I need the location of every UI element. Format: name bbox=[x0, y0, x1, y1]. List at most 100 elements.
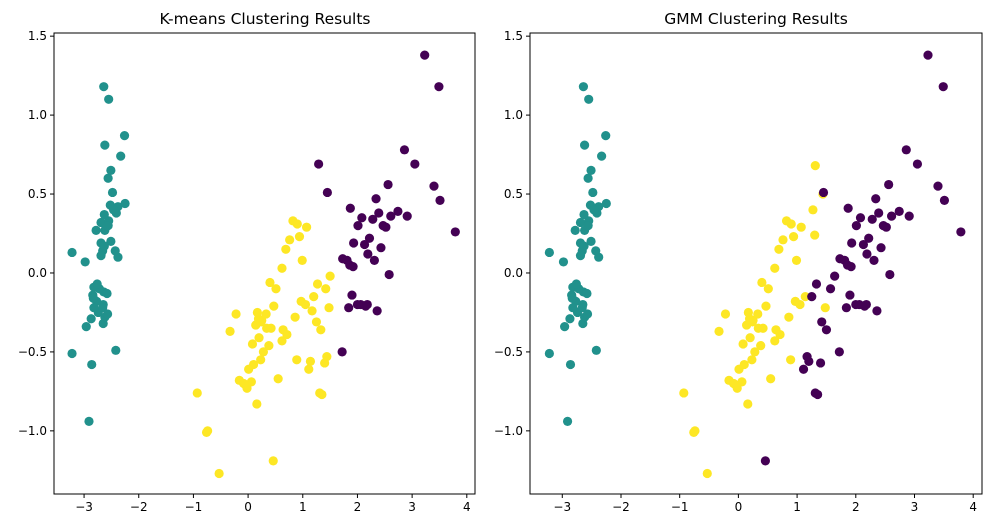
kmeans-ytick-label: 1.5 bbox=[28, 29, 47, 43]
gmm-ticks: −3 −2 −1 0 1 2 3 4 −1.0 −0.5 0.0 0.5 1.0 1.5 bbox=[494, 29, 977, 514]
kmeans-point-cluster-1 bbox=[99, 209, 109, 220]
gmm-point-cluster-0 bbox=[956, 227, 966, 237]
gmm-xtick-label: 0 bbox=[735, 500, 743, 514]
kmeans-point-cluster-0 bbox=[450, 227, 460, 237]
gmm-point-cluster-1 bbox=[579, 209, 589, 220]
gmm-panel: GMM Clustering Results −3 −2 −1 0 1 2 3 4 −1.0 −0… bbox=[494, 10, 983, 514]
gmm-point-cluster-0 bbox=[841, 303, 852, 313]
gmm-point-cluster-0 bbox=[830, 271, 840, 281]
gmm-point-cluster-2 bbox=[778, 235, 788, 245]
gmm-point-cluster-2 bbox=[784, 312, 794, 322]
kmeans-point-cluster-2 bbox=[307, 306, 317, 316]
kmeans-point-cluster-0 bbox=[429, 181, 439, 191]
kmeans-point-cluster-0 bbox=[372, 306, 382, 316]
gmm-point-cluster-2 bbox=[720, 309, 731, 319]
kmeans-point-cluster-2 bbox=[325, 271, 335, 281]
gmm-points bbox=[544, 50, 966, 479]
gmm-point-cluster-1 bbox=[565, 359, 576, 370]
kmeans-point-cluster-1 bbox=[119, 131, 130, 141]
gmm-point-cluster-0 bbox=[821, 325, 832, 335]
kmeans-point-cluster-0 bbox=[359, 239, 370, 250]
kmeans-xtick-label: 3 bbox=[408, 500, 416, 514]
gmm-ytick-label: 1.0 bbox=[504, 108, 523, 122]
kmeans-point-cluster-0 bbox=[314, 159, 324, 169]
kmeans-point-cluster-2 bbox=[225, 326, 235, 336]
gmm-point-cluster-1 bbox=[579, 140, 590, 150]
gmm-point-cluster-0 bbox=[923, 50, 933, 60]
kmeans-point-cluster-1 bbox=[96, 251, 106, 261]
kmeans-point-cluster-2 bbox=[192, 388, 202, 398]
kmeans-point-cluster-2 bbox=[231, 309, 241, 319]
kmeans-point-cluster-0 bbox=[344, 303, 354, 313]
gmm-point-cluster-1 bbox=[544, 348, 554, 359]
gmm-point-cluster-0 bbox=[858, 239, 869, 250]
kmeans-point-cluster-0 bbox=[349, 238, 359, 248]
gmm-point-cluster-1 bbox=[591, 246, 601, 256]
gmm-point-cluster-1 bbox=[560, 322, 570, 332]
kmeans-point-cluster-1 bbox=[88, 293, 98, 303]
kmeans-point-cluster-2 bbox=[321, 284, 331, 294]
gmm-point-cluster-0 bbox=[760, 456, 770, 466]
kmeans-point-cluster-2 bbox=[258, 347, 269, 357]
kmeans-xtick-label: 0 bbox=[244, 500, 252, 514]
kmeans-point-cluster-2 bbox=[254, 333, 264, 343]
gmm-point-cluster-0 bbox=[904, 211, 914, 221]
kmeans-point-cluster-1 bbox=[80, 257, 90, 267]
gmm-point-cluster-0 bbox=[807, 292, 817, 302]
kmeans-point-cluster-2 bbox=[273, 374, 283, 384]
kmeans-point-cluster-2 bbox=[315, 388, 325, 398]
gmm-ytick-label: −0.5 bbox=[494, 345, 523, 359]
gmm-point-cluster-0 bbox=[847, 238, 857, 248]
kmeans-point-cluster-1 bbox=[116, 151, 126, 161]
gmm-title: GMM Clustering Results bbox=[664, 10, 848, 28]
kmeans-point-cluster-2 bbox=[285, 235, 295, 245]
gmm-point-cluster-0 bbox=[939, 195, 950, 205]
kmeans-point-cluster-1 bbox=[106, 236, 116, 246]
kmeans-point-cluster-2 bbox=[265, 277, 275, 288]
kmeans-point-cluster-2 bbox=[312, 279, 323, 289]
kmeans-point-cluster-1 bbox=[89, 303, 99, 313]
kmeans-point-cluster-1 bbox=[67, 348, 77, 359]
gmm-point-cluster-1 bbox=[544, 247, 554, 258]
kmeans-point-cluster-2 bbox=[304, 364, 314, 374]
kmeans-point-cluster-2 bbox=[203, 426, 213, 436]
kmeans-point-cluster-0 bbox=[362, 299, 372, 310]
gmm-point-cluster-0 bbox=[851, 221, 861, 231]
gmm-point-cluster-2 bbox=[758, 323, 768, 333]
kmeans-xtick-label: −2 bbox=[130, 500, 148, 514]
kmeans-point-cluster-2 bbox=[300, 299, 311, 310]
kmeans-point-cluster-2 bbox=[214, 468, 224, 479]
gmm-point-cluster-2 bbox=[757, 277, 767, 288]
kmeans-panel: K-means Clustering Results −3 −2 −1 0 1 2 3 4 −1… bbox=[18, 10, 476, 514]
kmeans-ticks: −3 −2 −1 0 1 2 3 4 −1.0 −0.5 0.0 0.5 1.0 1.5 bbox=[18, 29, 471, 514]
kmeans-point-cluster-2 bbox=[290, 312, 300, 322]
kmeans-point-cluster-1 bbox=[100, 140, 110, 150]
gmm-point-cluster-1 bbox=[591, 345, 601, 355]
kmeans-point-cluster-2 bbox=[292, 355, 302, 365]
gmm-point-cluster-0 bbox=[874, 208, 884, 218]
gmm-point-cluster-2 bbox=[747, 317, 758, 327]
kmeans-point-cluster-0 bbox=[376, 243, 386, 253]
gmm-ytick-label: 0.5 bbox=[504, 187, 523, 201]
kmeans-point-cluster-2 bbox=[266, 323, 276, 333]
gmm-point-cluster-2 bbox=[810, 230, 820, 240]
kmeans-point-cluster-2 bbox=[297, 255, 307, 265]
kmeans-point-cluster-0 bbox=[410, 159, 420, 169]
kmeans-point-cluster-0 bbox=[435, 195, 445, 205]
gmm-point-cluster-1 bbox=[567, 293, 577, 303]
kmeans-point-cluster-2 bbox=[269, 301, 279, 311]
gmm-point-cluster-2 bbox=[788, 232, 799, 242]
gmm-point-cluster-0 bbox=[802, 352, 812, 362]
gmm-point-cluster-1 bbox=[577, 303, 587, 313]
gmm-point-cluster-2 bbox=[774, 244, 784, 254]
kmeans-axes-frame bbox=[53, 32, 476, 495]
gmm-point-cluster-2 bbox=[732, 383, 742, 393]
gmm-point-cluster-0 bbox=[871, 194, 881, 204]
gmm-point-cluster-2 bbox=[770, 336, 780, 346]
kmeans-point-cluster-2 bbox=[322, 352, 332, 362]
gmm-point-cluster-1 bbox=[586, 236, 596, 246]
gmm-point-cluster-2 bbox=[745, 333, 755, 343]
gmm-point-cluster-2 bbox=[750, 347, 760, 357]
kmeans-point-cluster-2 bbox=[324, 303, 334, 313]
